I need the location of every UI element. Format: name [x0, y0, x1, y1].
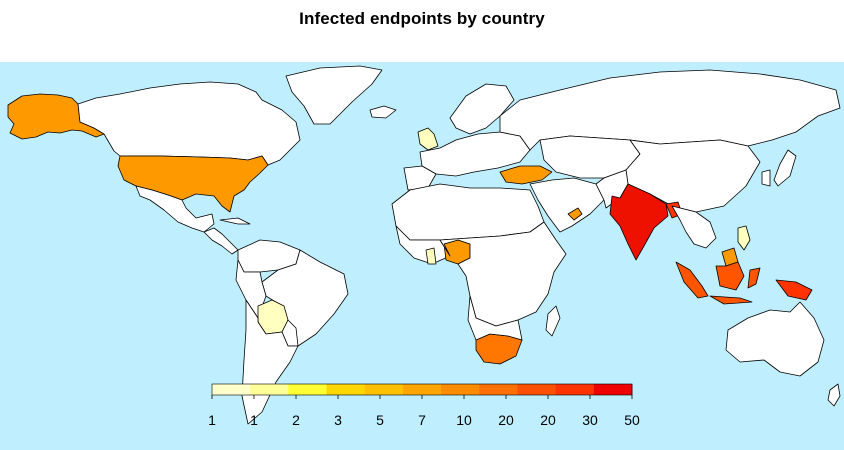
country-indonesia-java [709, 295, 753, 305]
country-philippines [737, 225, 751, 251]
legend-tick-label: 30 [582, 412, 598, 428]
legend-tick-label: 1 [250, 412, 258, 428]
legend-swatch [555, 384, 595, 395]
region-middle-east [529, 177, 605, 233]
country-new-zealand [827, 383, 841, 407]
country-korea [761, 169, 771, 187]
country-japan [773, 149, 797, 187]
country-uk [417, 127, 439, 151]
region-southeast-asia [671, 205, 717, 249]
country-alaska [7, 93, 105, 140]
legend-tick-label: 3 [334, 412, 342, 428]
region-europe [419, 131, 531, 177]
region-southern-africa [467, 295, 523, 341]
country-indonesia-sulawesi [747, 267, 761, 289]
country-canada [77, 81, 301, 166]
country-ghana [425, 247, 437, 265]
map-title: Infected endpoints by country [299, 9, 545, 28]
legend-swatch [517, 384, 557, 395]
island-iceland [369, 105, 397, 119]
island-madagascar [545, 305, 561, 337]
legend-tick-label: 1 [208, 412, 216, 428]
legend-swatch [593, 384, 633, 395]
legend: 1 1 2 3 5 7 10 20 20 30 50 [208, 383, 640, 428]
region-scandinavia [449, 83, 515, 135]
legend-tick-label: 20 [540, 412, 556, 428]
legend-tick-label: 50 [624, 412, 640, 428]
legend-ticks: 1 1 2 3 5 7 10 20 20 30 50 [208, 395, 640, 428]
country-papua-new-guinea [775, 279, 813, 301]
legend-color-bar [212, 384, 633, 395]
legend-tick-label: 20 [498, 412, 514, 428]
legend-swatch [364, 384, 404, 395]
country-india [609, 183, 669, 261]
legend-swatch [402, 384, 442, 395]
legend-swatch [212, 384, 251, 395]
legend-swatch [326, 384, 366, 395]
legend-tick-label: 5 [376, 412, 384, 428]
legend-swatch [479, 384, 518, 395]
island-cuba [219, 217, 251, 225]
legend-tick-label: 2 [292, 412, 300, 428]
legend-tick-label: 10 [456, 412, 472, 428]
legend-swatch [250, 384, 289, 395]
region-north-africa [391, 183, 545, 241]
country-peru-ecuador [235, 259, 267, 319]
country-australia [725, 301, 825, 377]
country-indonesia-sumatra [675, 261, 709, 299]
country-turkey [499, 165, 553, 185]
country-uae [567, 207, 583, 221]
legend-tick-label: 7 [418, 412, 426, 428]
country-indonesia-borneo [715, 261, 745, 291]
legend-swatch [441, 384, 480, 395]
region-west-africa [395, 225, 451, 265]
country-mexico [135, 185, 215, 233]
country-brazil [261, 249, 349, 347]
legend-swatch [288, 384, 328, 395]
country-greenland [285, 65, 383, 125]
region-iberia [403, 165, 437, 191]
